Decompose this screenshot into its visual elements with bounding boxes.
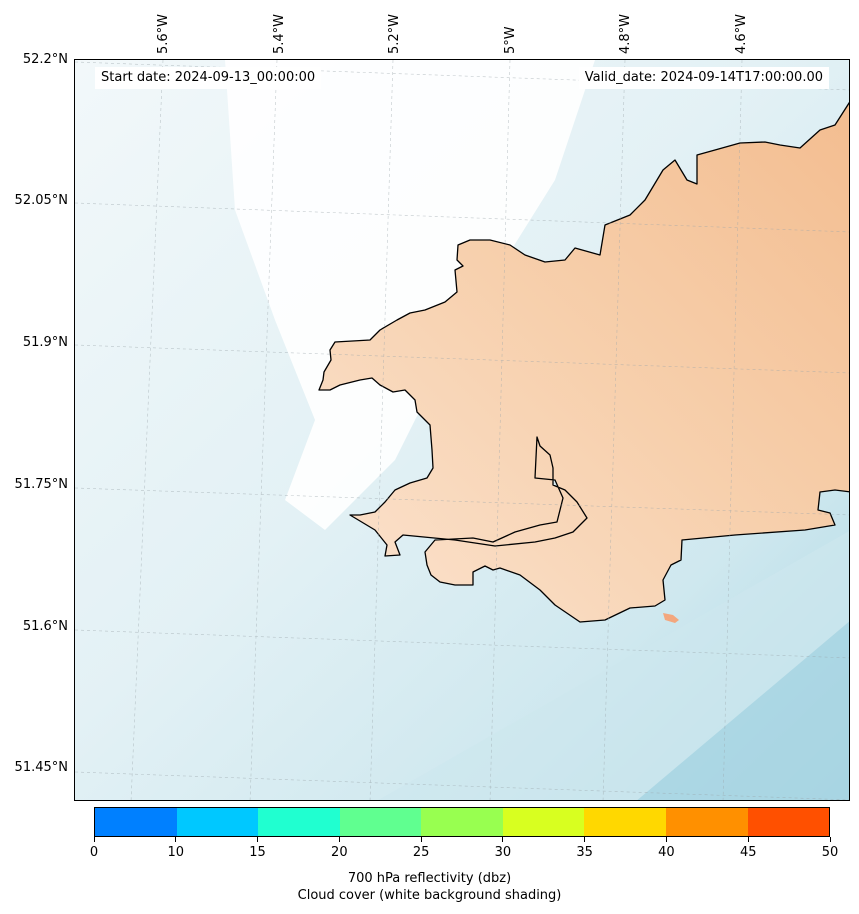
colorbar-tick [338, 837, 340, 842]
colorbar-segment [502, 808, 585, 836]
lat-label: 51.45°N [14, 760, 68, 775]
colorbar-tick [175, 837, 177, 842]
island [663, 613, 679, 623]
sea-mid-band [378, 531, 849, 800]
colorbar-label-reflectivity: 700 hPa reflectivity (dbz) [347, 871, 512, 886]
colorbar-tick-label: 40 [658, 845, 675, 860]
lat-label: 52.05°N [14, 193, 68, 208]
colorbar-tick-label: 35 [576, 845, 593, 860]
lon-label: 5.4°W [272, 13, 287, 54]
map-frame[interactable] [74, 59, 850, 801]
lon-label: 5.6°W [156, 13, 171, 54]
colorbar-tick-label: 10 [167, 845, 185, 860]
land-pembrokeshire [318, 101, 849, 623]
colorbar-tick [93, 837, 95, 842]
lon-label: 5°W [503, 26, 518, 54]
lat-label: 51.9°N [22, 335, 68, 350]
lat-label: 52.2°N [22, 52, 68, 67]
colorbar-tick [747, 837, 749, 842]
colorbar-segment [665, 808, 748, 836]
sea-dark-band [637, 621, 849, 800]
colorbar-tick-label: 20 [331, 845, 348, 860]
lat-label: 51.6°N [22, 619, 68, 634]
colorbar-tick-label: 0 [89, 845, 99, 860]
colorbar-tick [502, 837, 504, 842]
lon-label: 5.2°W [387, 13, 402, 54]
colorbar-tick-label: 50 [821, 845, 839, 860]
colorbar-tick-label: 25 [412, 845, 430, 860]
colorbar-segment [339, 808, 422, 836]
colorbar-tick [665, 837, 667, 842]
colorbar-segment [258, 808, 340, 836]
lon-label: 4.6°W [734, 13, 749, 54]
valid-date-label: Valid_date: 2024-09-14T17:00:00.00 [578, 67, 829, 89]
colorbar-segment [95, 808, 177, 836]
colorbar-tick [829, 837, 831, 842]
colorbar-tick [584, 837, 586, 842]
colorbar-tick-label: 30 [494, 845, 512, 860]
colorbar-label-cloud: Cloud cover (white background shading) [297, 888, 562, 903]
cloud-white-band [225, 60, 595, 530]
colorbar [94, 807, 830, 837]
colorbar-tick-label: 45 [739, 845, 757, 860]
colorbar-segment [747, 808, 830, 836]
start-date-label: Start date: 2024-09-13_00:00:00 [95, 67, 322, 89]
lat-label: 51.75°N [14, 477, 68, 492]
lon-label: 4.8°W [618, 13, 633, 54]
colorbar-segment [176, 808, 259, 836]
colorbar-segment [421, 808, 503, 836]
colorbar-segment [584, 808, 666, 836]
colorbar-tick-label: 15 [249, 845, 266, 860]
gridlines [75, 60, 849, 800]
map-canvas[interactable] [75, 60, 850, 801]
colorbar-tick [257, 837, 259, 842]
colorbar-tick [420, 837, 422, 842]
